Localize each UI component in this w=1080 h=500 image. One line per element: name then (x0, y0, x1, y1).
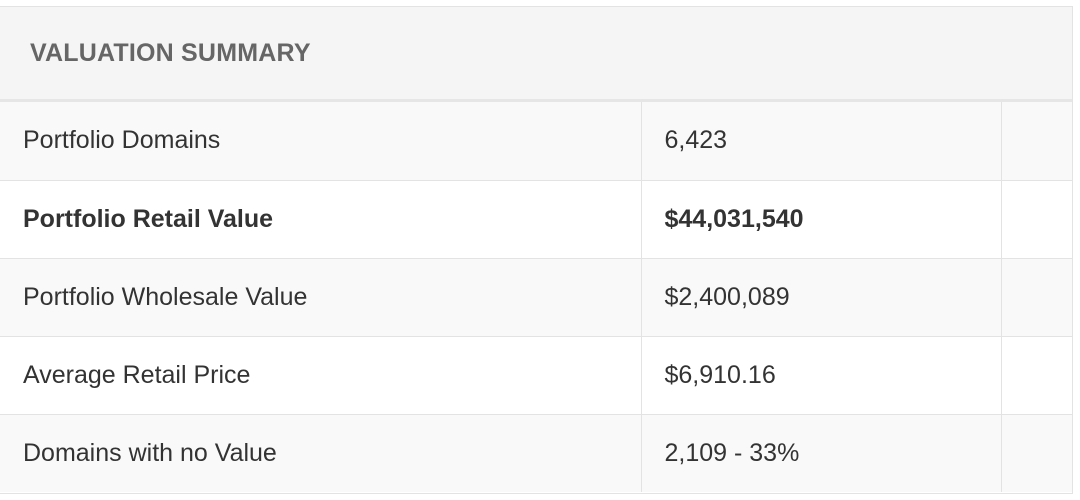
table-row-average-retail-price: Average Retail Price $6,910.16 (0, 335, 1072, 414)
row-label: Portfolio Wholesale Value (0, 257, 642, 336)
row-value: $2,400,089 (641, 257, 1002, 336)
row-label: Domains with no Value (0, 413, 642, 492)
row-label: Average Retail Price (0, 335, 642, 414)
table-row-portfolio-wholesale-value: Portfolio Wholesale Value $2,400,089 (0, 257, 1072, 336)
row-label: Portfolio Retail Value (0, 179, 642, 258)
table-row-domains-no-value: Domains with no Value 2,109 - 33% (0, 413, 1072, 492)
row-extra-cell (1001, 179, 1072, 258)
row-value: $6,910.16 (641, 335, 1002, 414)
panel-header: VALUATION SUMMARY (0, 7, 1072, 102)
row-extra-cell (1001, 335, 1072, 414)
row-label: Portfolio Domains (0, 102, 642, 180)
panel-title: VALUATION SUMMARY (30, 38, 311, 67)
valuation-summary-table: Portfolio Domains 6,423 Portfolio Retail… (0, 102, 1072, 492)
table-row-portfolio-retail-value: Portfolio Retail Value $44,031,540 (0, 179, 1072, 258)
table-row-portfolio-domains: Portfolio Domains 6,423 (0, 102, 1072, 180)
row-value: 6,423 (641, 102, 1002, 180)
row-value: 2,109 - 33% (641, 413, 1002, 492)
row-value: $44,031,540 (641, 179, 1002, 258)
row-extra-cell (1001, 413, 1072, 492)
row-extra-cell (1001, 102, 1072, 180)
valuation-summary-panel: VALUATION SUMMARY Portfolio Domains 6,42… (0, 6, 1073, 494)
row-extra-cell (1001, 257, 1072, 336)
